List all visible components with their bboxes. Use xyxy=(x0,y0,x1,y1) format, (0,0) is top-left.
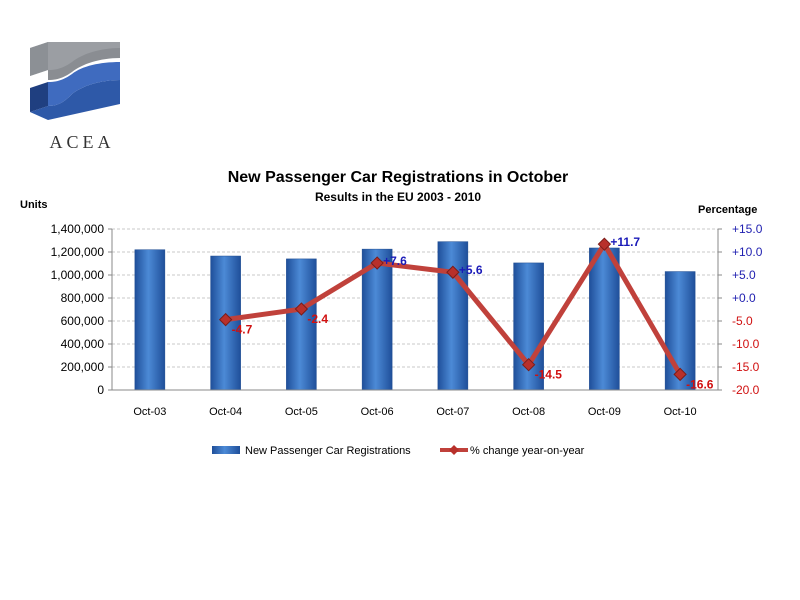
category-label: Oct-04 xyxy=(209,406,242,418)
right-axis-title: Percentage xyxy=(698,204,757,216)
data-label: -4.7 xyxy=(232,323,253,337)
data-label: -2.4 xyxy=(307,312,328,326)
bar xyxy=(589,247,620,391)
axes xyxy=(108,228,722,391)
right-tick-label: -20.0 xyxy=(732,383,760,397)
data-label: +11.7 xyxy=(610,235,640,249)
line-point xyxy=(521,357,536,372)
bar-series xyxy=(134,241,696,391)
legend-bar-label: New Passenger Car Registrations xyxy=(245,445,411,457)
category-label: Oct-03 xyxy=(133,406,166,418)
right-tick-label: +15.0 xyxy=(732,222,763,236)
right-tick-label: -5.0 xyxy=(732,314,753,328)
data-label: +7.6 xyxy=(383,254,407,268)
line-point xyxy=(370,256,384,270)
acea-wordmark: ACEA xyxy=(50,132,115,152)
line-series: -4.7 -2.4 +7.6 +5.6 -14.5 +11.7 -16.6 xyxy=(218,235,714,391)
right-tick-label: +5.0 xyxy=(732,268,756,282)
data-label: -16.6 xyxy=(686,377,714,391)
tick-labels: 1,400,000 1,200,000 1,000,000 800,000 600,00… xyxy=(51,222,763,418)
category-label: Oct-07 xyxy=(436,406,469,418)
chart-title: New Passenger Car Registrations in Octob… xyxy=(228,169,569,186)
category-label: Oct-10 xyxy=(664,406,697,418)
left-axis-title: Units xyxy=(20,199,48,211)
left-tick-label: 1,000,000 xyxy=(51,268,105,282)
category-label: Oct-06 xyxy=(361,406,394,418)
legend-line-marker xyxy=(449,445,459,455)
left-tick-label: 800,000 xyxy=(61,291,105,305)
line-point xyxy=(218,312,233,327)
chart-subtitle: Results in the EU 2003 - 2010 xyxy=(315,190,481,204)
legend-line-label: % change year-on-year xyxy=(470,445,585,457)
left-tick-label: 0 xyxy=(97,383,104,397)
category-label: Oct-09 xyxy=(588,406,621,418)
data-label: +5.6 xyxy=(459,263,483,277)
line-point xyxy=(294,302,309,316)
bar xyxy=(361,248,393,391)
right-tick-label: +0.0 xyxy=(732,291,756,305)
legend: New Passenger Car Registrations % change … xyxy=(212,445,585,457)
line-point xyxy=(597,237,612,251)
category-label: Oct-08 xyxy=(512,406,545,418)
right-tick-label: +10.0 xyxy=(732,245,763,259)
left-tick-label: 1,200,000 xyxy=(51,245,105,259)
left-tick-label: 600,000 xyxy=(61,314,105,328)
data-label: -14.5 xyxy=(535,368,563,382)
bar xyxy=(134,249,166,391)
right-tick-label: -15.0 xyxy=(732,360,760,374)
left-tick-label: 1,400,000 xyxy=(51,222,105,236)
left-tick-label: 400,000 xyxy=(61,337,105,351)
acea-logo: ACEA xyxy=(30,42,120,152)
grid-lines xyxy=(112,228,718,368)
legend-bar-swatch xyxy=(212,446,240,454)
line-point xyxy=(673,367,687,382)
line-point xyxy=(446,265,460,279)
category-label: Oct-05 xyxy=(285,406,318,418)
bar xyxy=(286,258,317,391)
right-tick-label: -10.0 xyxy=(732,337,760,351)
left-tick-label: 200,000 xyxy=(61,360,105,374)
